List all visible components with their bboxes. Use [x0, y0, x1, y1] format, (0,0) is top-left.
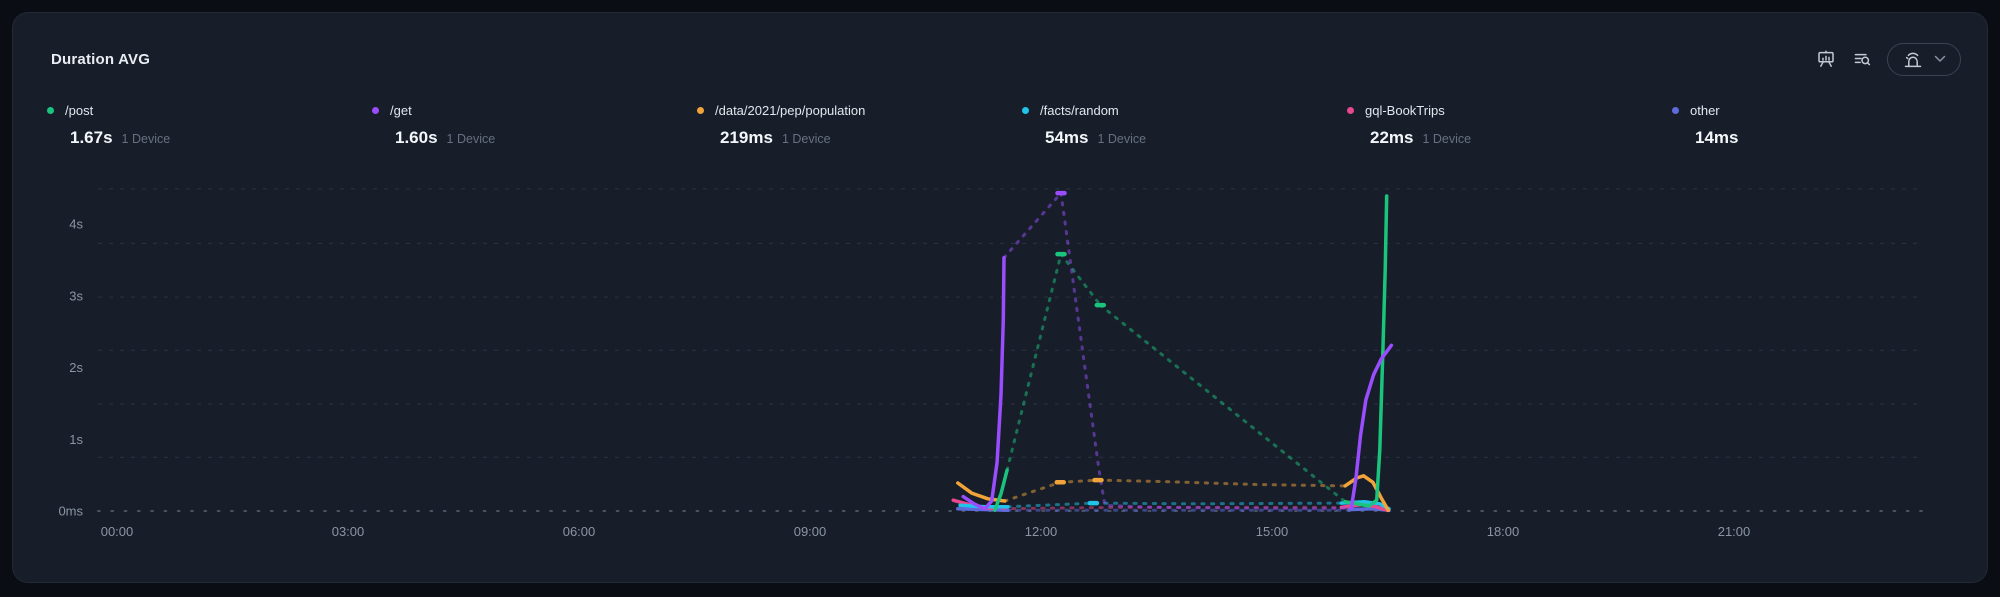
- series-device-count: 1 Device: [781, 132, 831, 146]
- series-label: /data/2021/pep/population: [715, 102, 866, 118]
- legend-item-facts-random[interactable]: /facts/random 54ms 1 Device: [1022, 99, 1347, 148]
- presentation-chart-icon[interactable]: [1815, 48, 1837, 70]
- series-dot-post: [47, 106, 54, 114]
- series-device-count: 1 Device: [121, 132, 171, 146]
- legend-item-population[interactable]: /data/2021/pep/population 219ms 1 Device: [697, 99, 1022, 148]
- series-label: gql-BookTrips: [1365, 102, 1445, 118]
- series-label: /post: [65, 102, 94, 118]
- legend-item-post[interactable]: /post 1.67s 1 Device: [47, 99, 372, 148]
- legend-item-other[interactable]: other 14ms: [1672, 99, 1997, 148]
- series-value: 14ms: [1695, 128, 1739, 147]
- series-dot-facts-random: [1022, 106, 1029, 114]
- series-dot-population: [697, 106, 704, 114]
- series-device-count: 1 Device: [1097, 132, 1147, 146]
- series-dot-other: [1672, 106, 1679, 114]
- series-device-count: 1 Device: [1422, 132, 1472, 146]
- series-value: 1.67s: [70, 128, 113, 147]
- series-value: 54ms: [1045, 128, 1089, 147]
- siren-icon: [1902, 50, 1924, 69]
- series-value: 22ms: [1370, 128, 1414, 147]
- legend-item-get[interactable]: /get 1.60s 1 Device: [372, 99, 697, 148]
- series-label: /get: [390, 102, 412, 118]
- series-label: /facts/random: [1040, 102, 1119, 118]
- series-value: 1.60s: [395, 128, 438, 147]
- legend-item-gql-booktrips[interactable]: gql-BookTrips 22ms 1 Device: [1347, 99, 1672, 148]
- panel-title: Duration AVG: [51, 51, 151, 68]
- chart-legend: /post 1.67s 1 Device /get 1.60s 1 Device: [47, 99, 1977, 148]
- series-value: 219ms: [720, 128, 773, 147]
- duration-avg-panel: Duration AVG: [12, 12, 1988, 583]
- panel-toolbar: [1815, 39, 1961, 79]
- series-label: other: [1690, 102, 1720, 118]
- series-device-count: 1 Device: [446, 132, 496, 146]
- series-dot-gql-booktrips: [1347, 106, 1354, 114]
- alerts-button[interactable]: [1887, 42, 1961, 76]
- series-dot-get: [372, 106, 379, 114]
- search-logs-icon[interactable]: [1851, 48, 1873, 70]
- chevron-down-icon: [1934, 55, 1946, 63]
